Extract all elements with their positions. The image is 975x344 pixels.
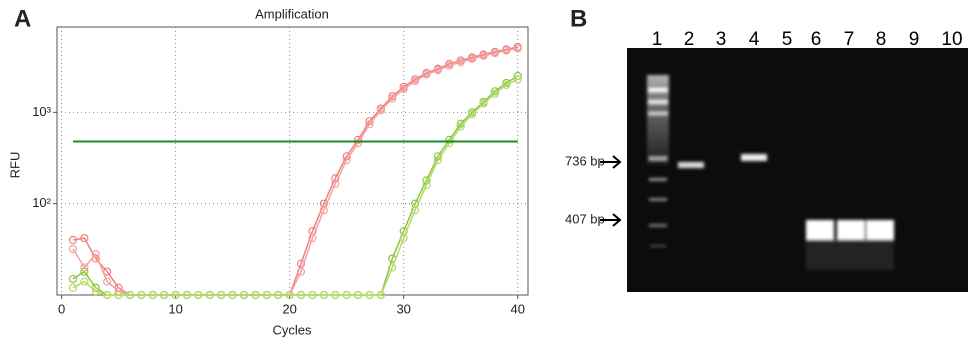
lane-label: 2 (684, 29, 695, 50)
y-axis-label: RFU (7, 152, 22, 179)
x-tick-label: 0 (58, 301, 65, 316)
size-marker: 407 bp (565, 211, 605, 226)
panel-label: A (14, 5, 31, 32)
y-tick-label: 10³ (32, 104, 51, 119)
gel-image (627, 48, 968, 292)
x-tick-label: 20 (282, 301, 296, 316)
lane-label: 7 (844, 29, 855, 50)
x-tick-label: 30 (396, 301, 410, 316)
lane-label: 9 (909, 29, 920, 50)
lane-label: 4 (749, 29, 760, 50)
size-marker: 736 bp (565, 153, 605, 168)
figure: A Amplification Cycles RFU 0 10 20 30 40 10² 1… (0, 0, 975, 344)
lane-label: 8 (876, 29, 887, 50)
panel-label: B (570, 5, 587, 32)
lane-label: 1 (652, 29, 663, 50)
lane-label: 5 (782, 29, 793, 50)
x-tick-label: 40 (511, 301, 525, 316)
x-axis-label: Cycles (272, 322, 312, 337)
lane-label: 10 (941, 29, 962, 50)
x-tick-label: 10 (168, 301, 182, 316)
plot-frame (57, 27, 528, 295)
lane-label: 3 (716, 29, 727, 50)
lane-label: 6 (811, 29, 822, 50)
chart-title: Amplification (255, 6, 329, 21)
y-tick-label: 10² (32, 195, 51, 210)
